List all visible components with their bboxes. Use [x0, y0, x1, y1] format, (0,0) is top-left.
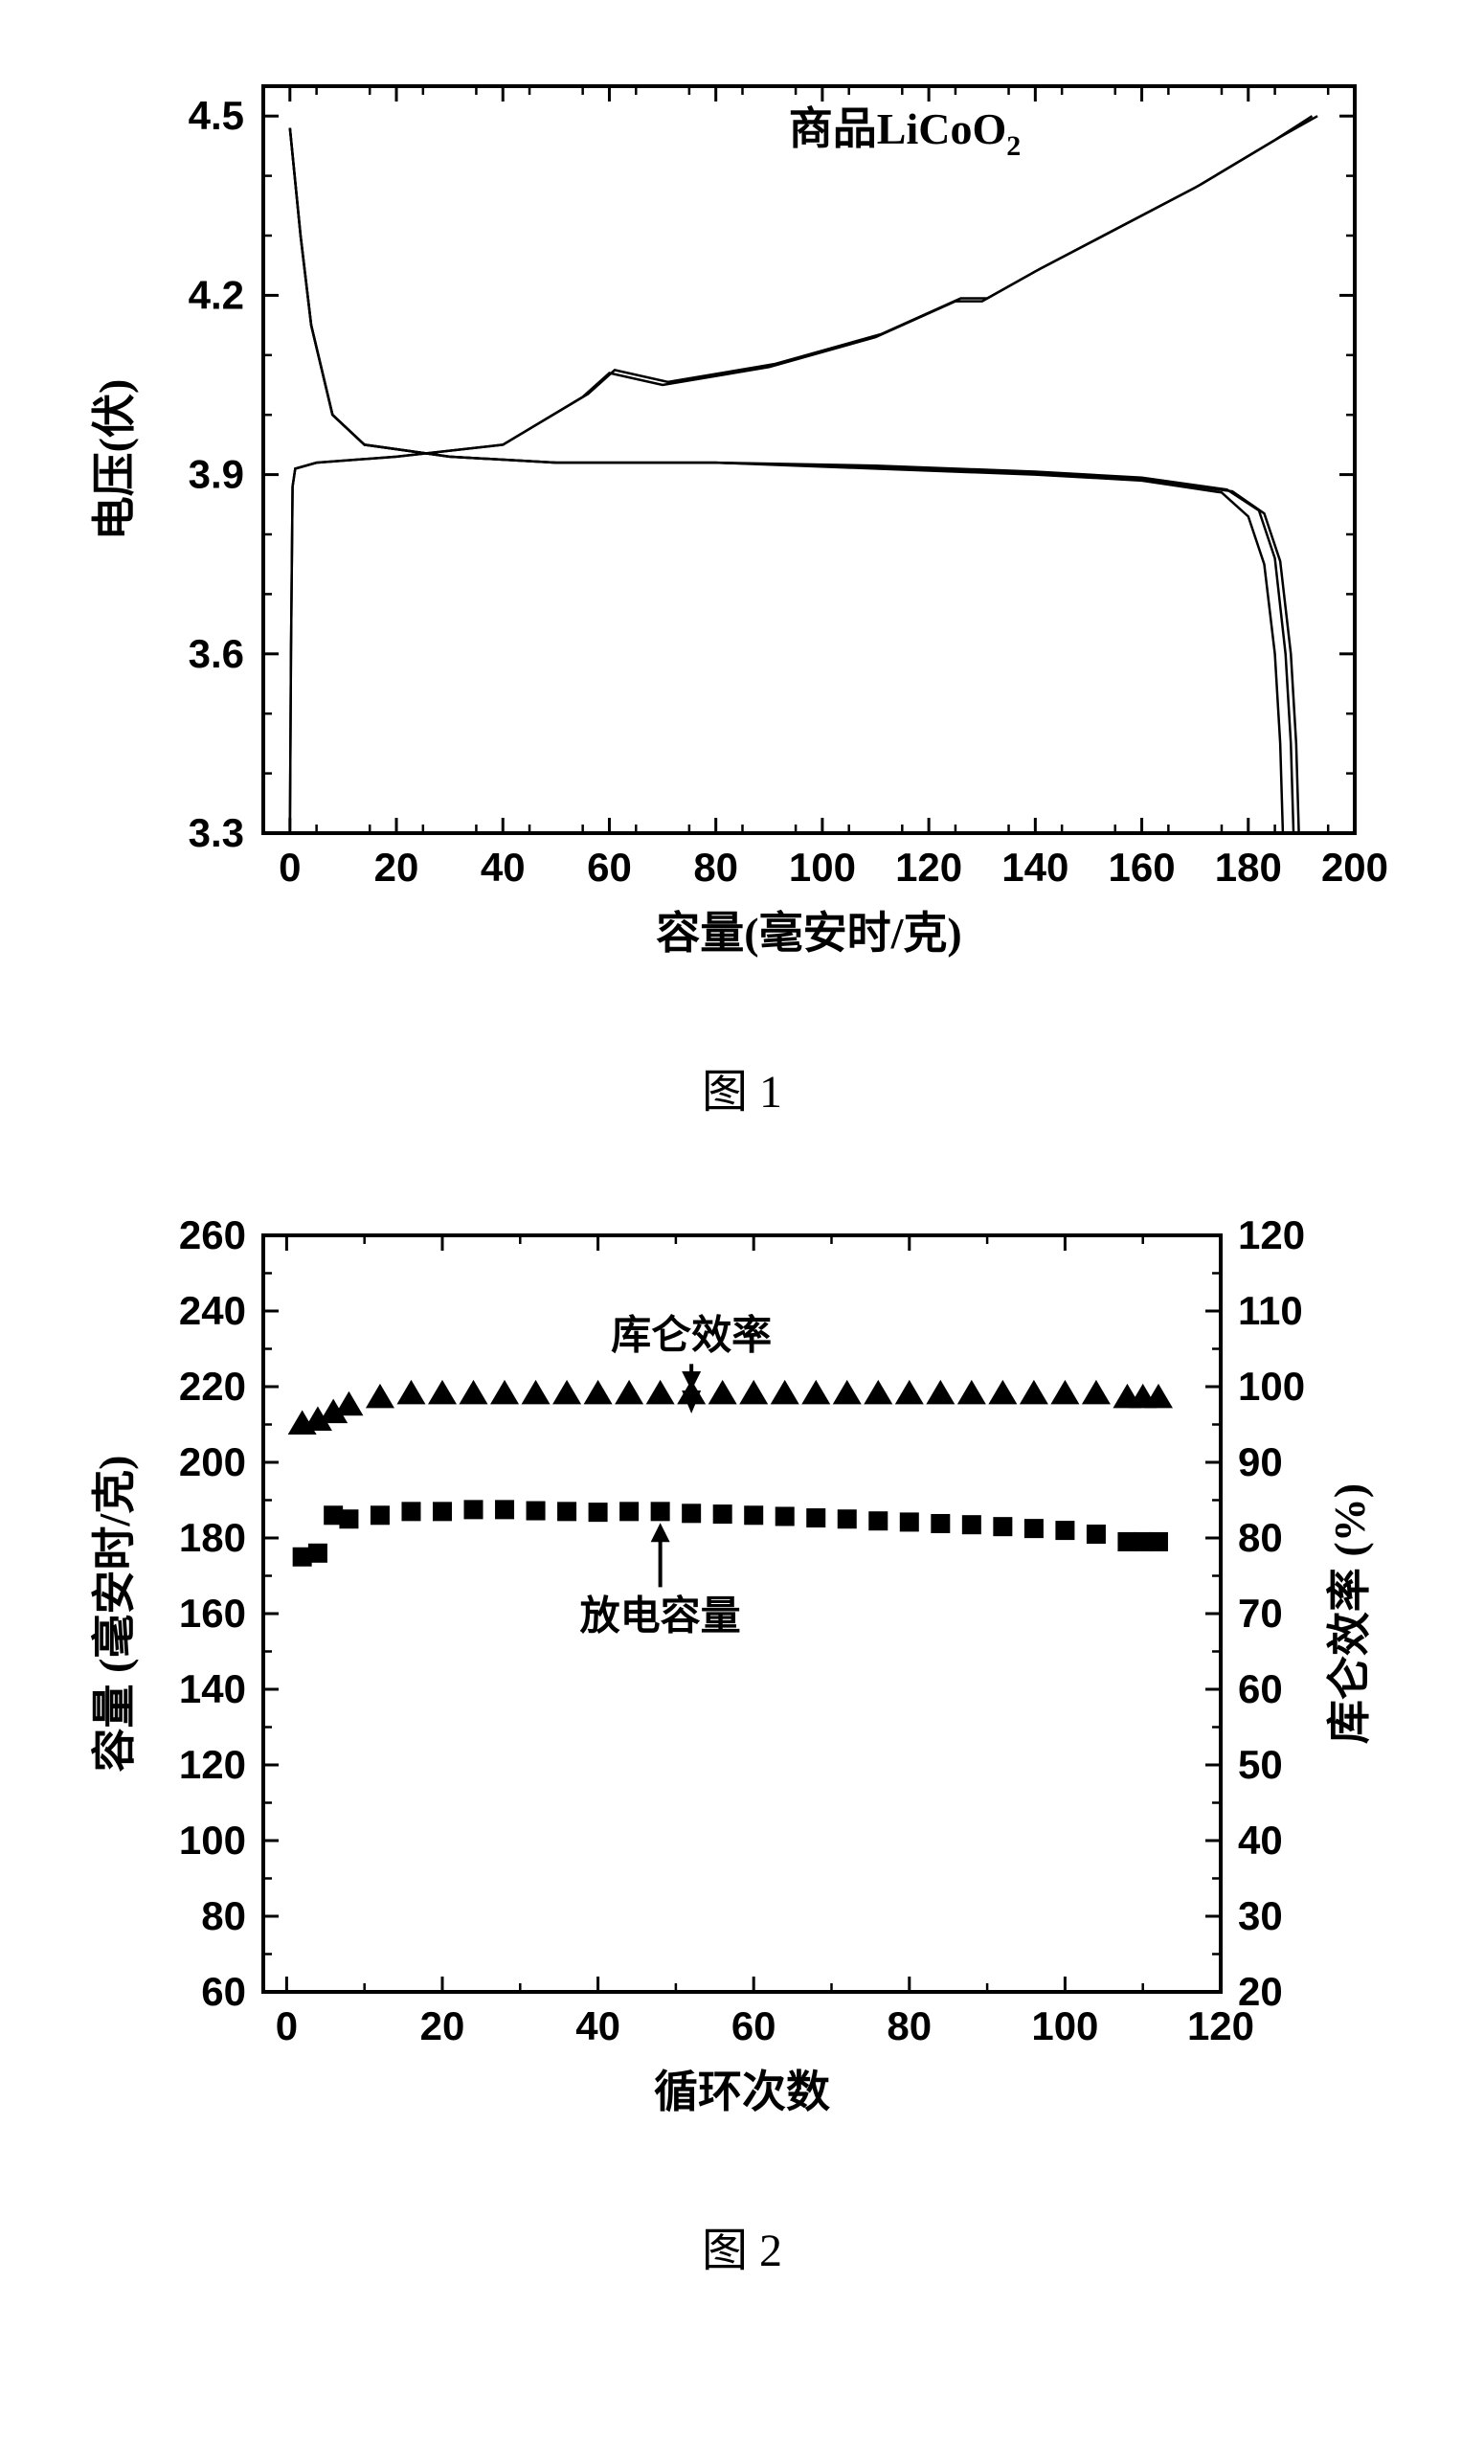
svg-text:放电容量: 放电容量 — [580, 1594, 741, 1639]
svg-text:3.9: 3.9 — [189, 452, 244, 497]
svg-text:80: 80 — [887, 2003, 932, 2048]
svg-text:电压(伏): 电压(伏) — [90, 379, 139, 541]
svg-text:80: 80 — [201, 1893, 246, 1938]
svg-text:40: 40 — [1238, 1818, 1283, 1863]
svg-text:20: 20 — [374, 845, 419, 890]
svg-text:100: 100 — [1031, 2003, 1098, 2048]
svg-text:40: 40 — [575, 2003, 620, 2048]
svg-text:容量(毫安时/克): 容量(毫安时/克) — [656, 909, 961, 958]
svg-text:160: 160 — [1109, 845, 1176, 890]
svg-text:0: 0 — [279, 845, 301, 890]
svg-text:60: 60 — [201, 1969, 246, 2014]
svg-text:160: 160 — [179, 1591, 246, 1636]
figure-2: 0 20 40 60 80 100 120 60 80 100 120 140 160 180 200 220… — [72, 1197, 1412, 2279]
svg-text:140: 140 — [1001, 845, 1068, 890]
svg-text:3.3: 3.3 — [189, 810, 244, 855]
svg-text:50: 50 — [1238, 1742, 1283, 1787]
figure-1: 0 20 40 60 80 100 120 140 160 180 200 3.3 3.6 3.9 4.2 4… — [72, 38, 1412, 1120]
svg-text:220: 220 — [179, 1364, 246, 1409]
figure-2-caption: 图 2 — [72, 2212, 1412, 2279]
svg-text:80: 80 — [1238, 1515, 1283, 1560]
svg-text:20: 20 — [1238, 1969, 1283, 2014]
svg-text:180: 180 — [179, 1515, 246, 1560]
svg-text:120: 120 — [1238, 1212, 1305, 1257]
chart-voltage-capacity: 0 20 40 60 80 100 120 140 160 180 200 3.3 3.6 3.9 4.2 4… — [72, 38, 1412, 996]
svg-text:容量 (毫安时/克): 容量 (毫安时/克) — [90, 1456, 139, 1773]
svg-text:70: 70 — [1238, 1591, 1283, 1636]
svg-text:60: 60 — [731, 2003, 776, 2048]
svg-text:120: 120 — [895, 845, 962, 890]
svg-text:60: 60 — [587, 845, 632, 890]
svg-text:260: 260 — [179, 1212, 246, 1257]
svg-text:4.5: 4.5 — [189, 93, 244, 138]
svg-text:200: 200 — [179, 1439, 246, 1484]
svg-text:40: 40 — [481, 845, 526, 890]
svg-text:200: 200 — [1321, 845, 1388, 890]
svg-text:120: 120 — [179, 1742, 246, 1787]
chart-cycle-capacity-efficiency: 0 20 40 60 80 100 120 60 80 100 120 140 160 180 200 220… — [72, 1197, 1412, 2155]
svg-text:100: 100 — [1238, 1364, 1305, 1409]
svg-text:240: 240 — [179, 1288, 246, 1333]
svg-text:0: 0 — [276, 2003, 298, 2048]
svg-text:60: 60 — [1238, 1666, 1283, 1711]
svg-text:库仑效率 (%): 库仑效率 (%) — [1325, 1483, 1374, 1744]
svg-text:30: 30 — [1238, 1893, 1283, 1938]
svg-text:90: 90 — [1238, 1439, 1283, 1484]
svg-text:100: 100 — [789, 845, 856, 890]
svg-text:20: 20 — [420, 2003, 465, 2048]
svg-text:4.2: 4.2 — [189, 272, 244, 317]
figure-1-caption: 图 1 — [72, 1053, 1412, 1120]
svg-text:80: 80 — [693, 845, 738, 890]
svg-text:180: 180 — [1215, 845, 1282, 890]
svg-text:3.6: 3.6 — [189, 631, 244, 676]
svg-text:140: 140 — [179, 1666, 246, 1711]
svg-text:110: 110 — [1238, 1288, 1303, 1333]
svg-text:循环次数: 循环次数 — [654, 2068, 830, 2116]
svg-text:库仑效率: 库仑效率 — [611, 1313, 772, 1358]
svg-text:100: 100 — [179, 1818, 246, 1863]
